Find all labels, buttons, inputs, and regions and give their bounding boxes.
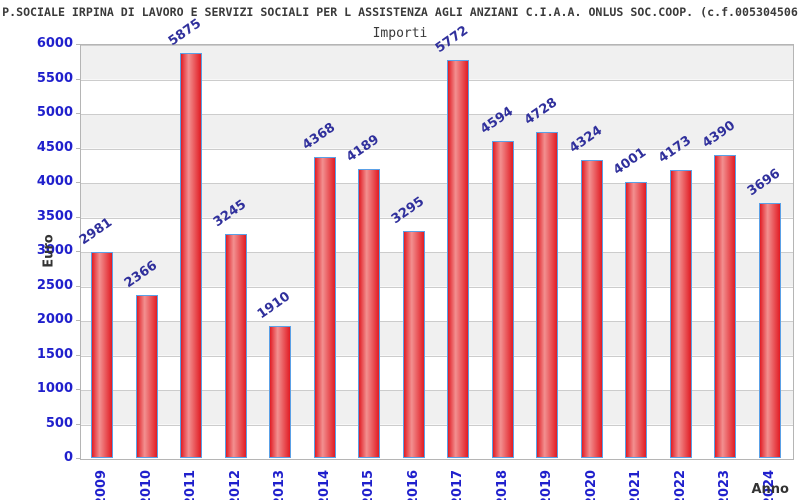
- bar: [135, 294, 158, 458]
- x-tick-label: 2015: [361, 469, 377, 500]
- x-tick-label: 2020: [583, 469, 599, 500]
- x-tick-label: 2021: [628, 469, 644, 500]
- y-tick-label: 500: [45, 415, 73, 431]
- y-tick-mark: [76, 182, 80, 183]
- bar: [313, 156, 336, 458]
- y-tick-mark: [76, 113, 80, 114]
- bar: [669, 170, 692, 458]
- bar: [447, 59, 470, 458]
- x-tick-label: 2011: [183, 469, 199, 500]
- x-tick-label: 2009: [94, 469, 110, 500]
- y-tick-label: 2000: [36, 312, 73, 327]
- x-tick-label: 2010: [138, 469, 154, 500]
- x-tick-label: 2022: [672, 469, 688, 500]
- y-tick-mark: [76, 147, 80, 149]
- chart-title: P.SOCIALE IRPINA DI LAVORO E SERVIZI SOC…: [2, 5, 798, 19]
- y-tick-label: 4500: [36, 139, 73, 155]
- bar: [180, 52, 203, 458]
- x-tick-label: 2023: [717, 469, 733, 500]
- x-tick-label: 2013: [272, 469, 288, 500]
- gridline: [81, 321, 793, 322]
- y-tick-label: 3000: [36, 243, 73, 258]
- bar: [224, 234, 247, 458]
- gridline: [81, 114, 793, 115]
- bar: [714, 155, 737, 458]
- y-tick-label: 5000: [36, 105, 73, 120]
- bar: [625, 181, 648, 458]
- gridline: [81, 424, 793, 426]
- x-tick-label: 2019: [539, 469, 555, 500]
- gridline: [81, 148, 793, 150]
- bar: [269, 326, 292, 458]
- y-tick-mark: [76, 78, 80, 80]
- x-tick-label: 2016: [405, 469, 421, 500]
- bar: [358, 168, 381, 458]
- y-tick-mark: [76, 216, 80, 218]
- x-tick-label: 2014: [316, 469, 332, 500]
- y-tick-label: 6000: [36, 36, 73, 51]
- y-tick-mark: [76, 251, 80, 252]
- y-tick-label: 4000: [36, 174, 73, 189]
- y-axis-title: Euro: [41, 234, 57, 268]
- y-tick-mark: [76, 320, 80, 321]
- bar: [758, 202, 781, 458]
- gridline: [81, 286, 793, 288]
- bar: [91, 252, 114, 458]
- x-tick-label: 2017: [450, 469, 466, 500]
- gridline: [81, 390, 793, 391]
- y-tick-label: 0: [63, 450, 73, 465]
- y-tick-mark: [76, 423, 80, 425]
- y-tick-mark: [76, 285, 80, 287]
- bar: [491, 141, 514, 458]
- gridline: [81, 355, 793, 357]
- y-tick-label: 1500: [36, 346, 73, 362]
- x-axis-title: Anno: [751, 482, 789, 497]
- y-tick-label: 3500: [36, 208, 73, 224]
- y-tick-mark: [76, 354, 80, 356]
- gridline: [81, 217, 793, 219]
- bar: [536, 131, 559, 458]
- chart-subtitle: Importi: [372, 26, 428, 41]
- y-tick-label: 5500: [36, 70, 73, 86]
- gridline: [81, 45, 793, 46]
- y-tick-mark: [76, 44, 80, 45]
- gridline: [81, 252, 793, 253]
- y-tick-mark: [76, 389, 80, 390]
- y-tick-label: 2500: [36, 277, 73, 293]
- bar: [580, 159, 603, 458]
- gridline: [81, 183, 793, 184]
- bar: [402, 230, 425, 458]
- x-tick-label: 2012: [227, 469, 243, 500]
- y-tick-mark: [76, 458, 80, 459]
- gridline: [81, 79, 793, 81]
- y-tick-label: 1000: [36, 381, 73, 396]
- x-tick-label: 2018: [494, 469, 510, 500]
